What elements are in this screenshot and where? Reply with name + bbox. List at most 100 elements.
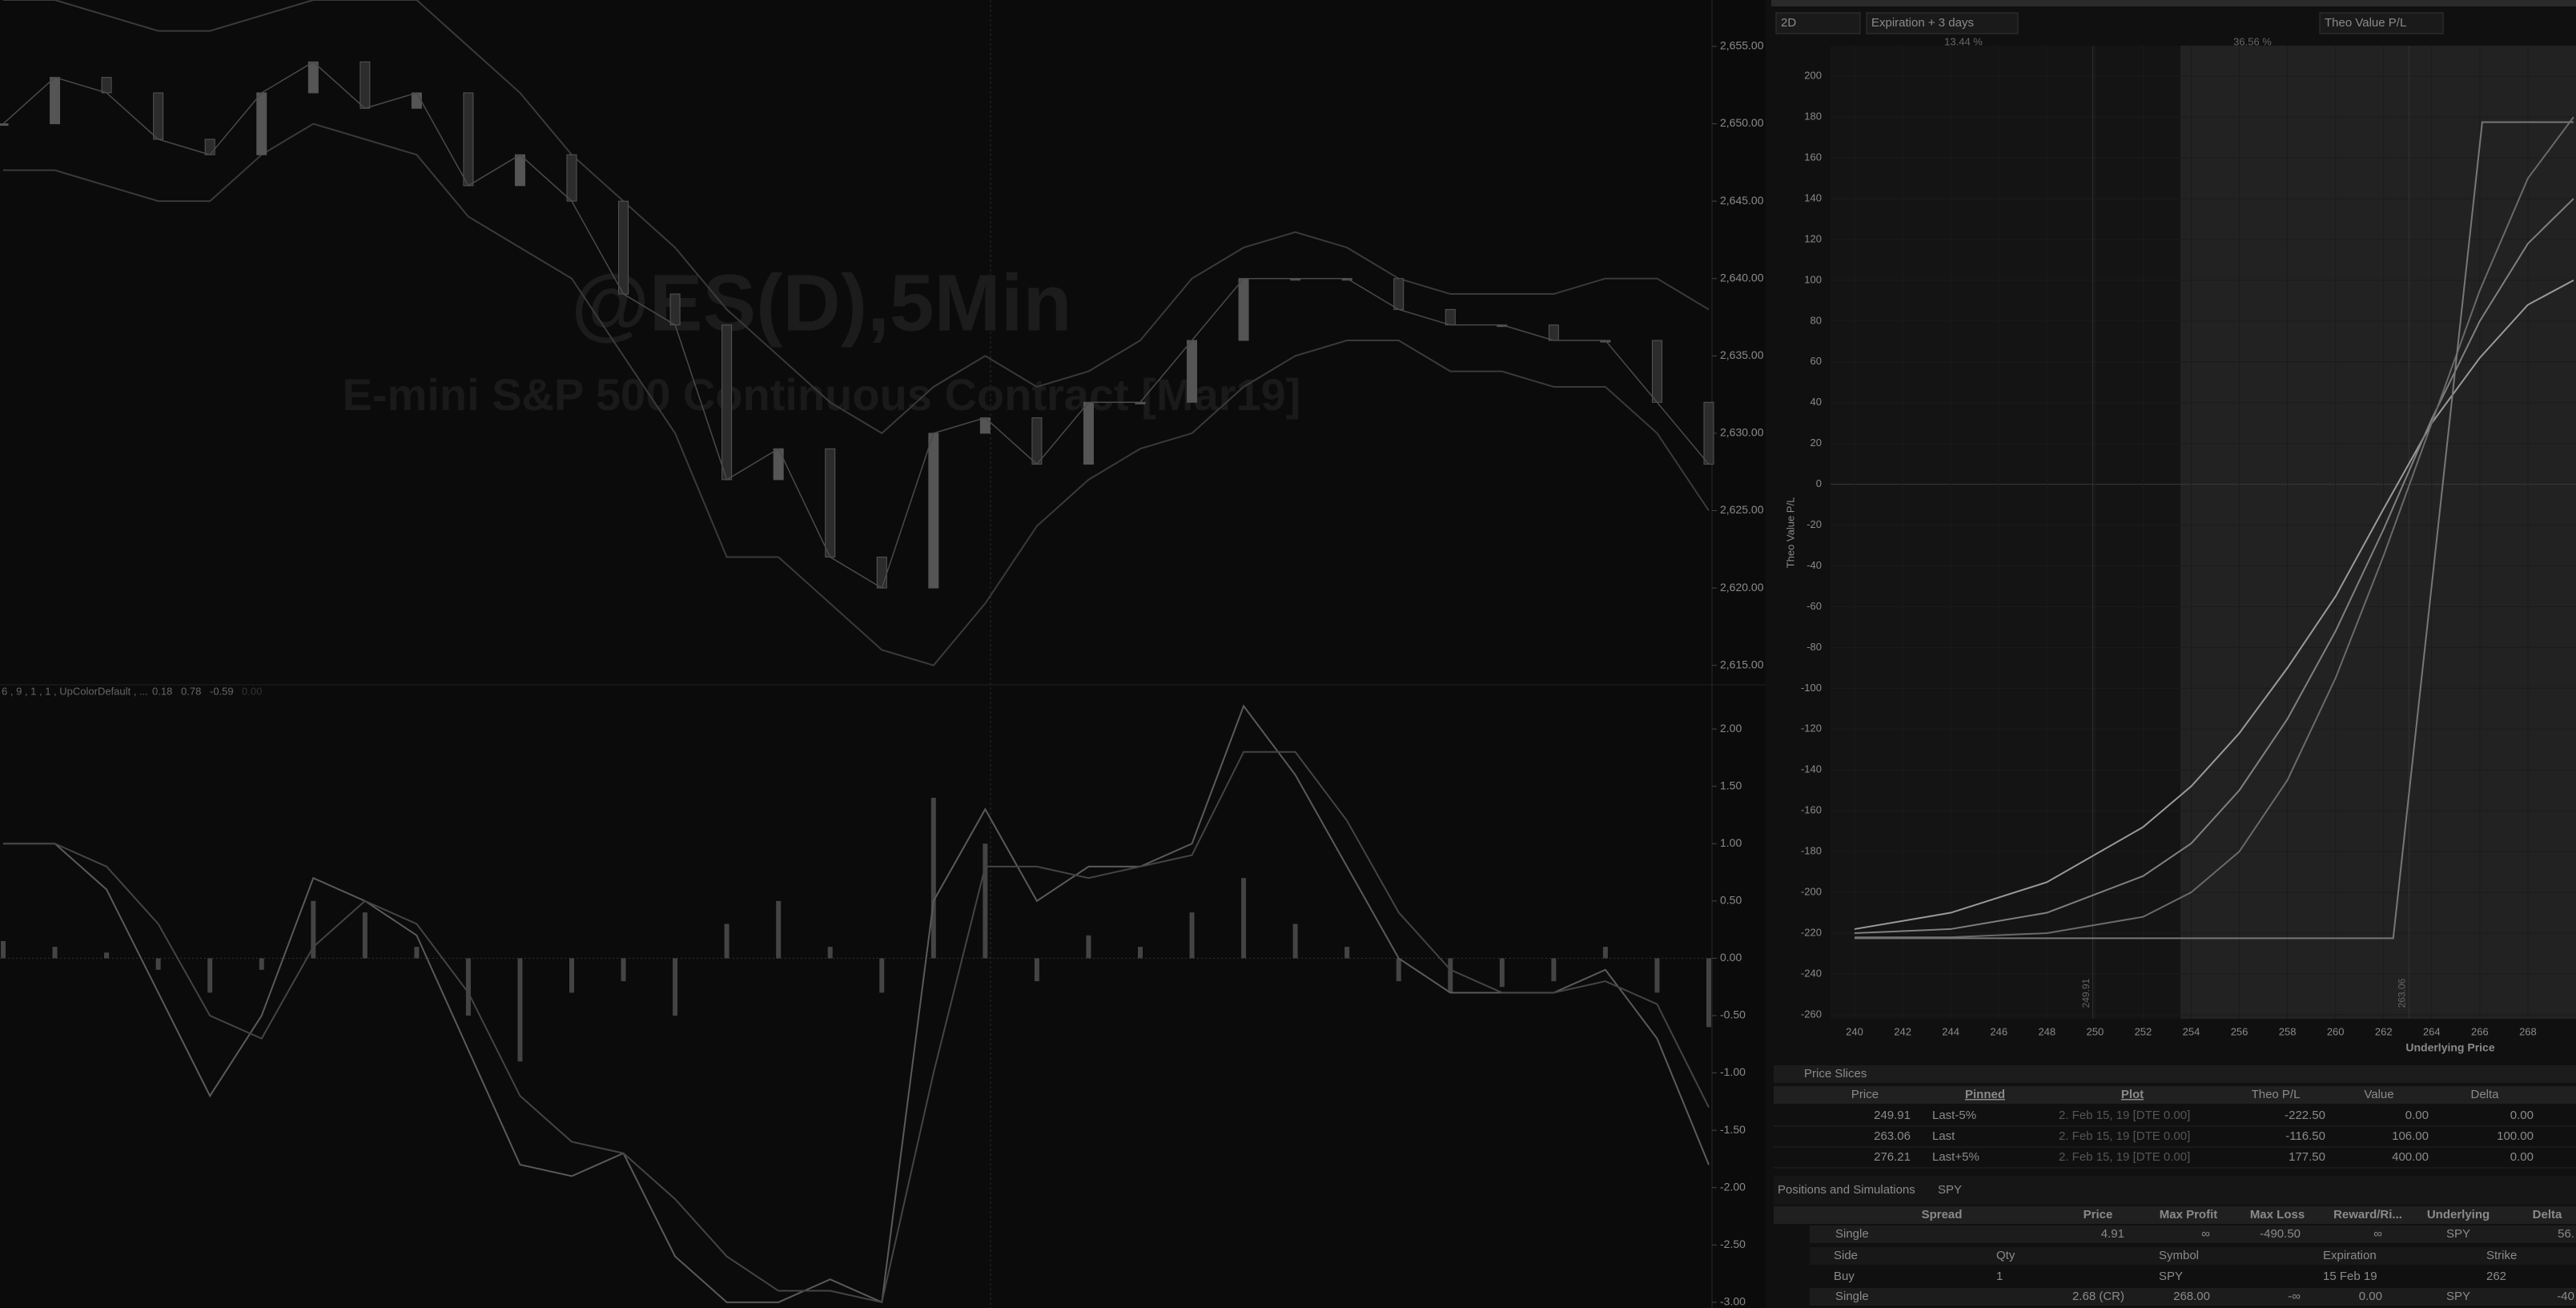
- column-header: Value: [2364, 1088, 2393, 1101]
- histogram-bar: [827, 947, 833, 959]
- x-tick-label: 260: [2327, 1025, 2345, 1037]
- dropdown[interactable]: [1866, 12, 2019, 34]
- column-header: Delta: [2470, 1088, 2499, 1101]
- section-header: [1774, 1065, 2576, 1083]
- candle: [1393, 278, 1405, 310]
- candle: [1238, 278, 1249, 341]
- histogram-bar: [724, 924, 729, 959]
- cell: 2. Feb 15, 19 [DTE 0.00]: [2059, 1109, 2190, 1122]
- leg-cell: 1: [1996, 1270, 2003, 1283]
- histogram-bar: [362, 912, 368, 959]
- y-tick-label: 200: [1804, 70, 1822, 82]
- column-header: Price: [1851, 1088, 1879, 1101]
- column-header: Max Profit: [2160, 1208, 2218, 1221]
- candle: [204, 139, 215, 155]
- leg-cell: SPY: [2159, 1270, 2183, 1283]
- cell: 400.00: [2392, 1150, 2429, 1164]
- y-tick-label: 0.00: [1720, 951, 1742, 964]
- candle: [721, 324, 733, 481]
- candle: [669, 293, 681, 326]
- table-header: [1774, 1206, 2576, 1224]
- candle: [1548, 324, 1559, 341]
- histogram-bar: [311, 900, 316, 959]
- cell: 177.50: [2289, 1150, 2325, 1164]
- y-tick-label: -160: [1801, 804, 1822, 816]
- candle: [1703, 401, 1714, 465]
- candle: [514, 154, 525, 187]
- table-row: [1810, 1225, 2576, 1243]
- y-tick-label: 2,620.00: [1720, 581, 1764, 594]
- x-tick-label: 262: [2375, 1025, 2393, 1037]
- y-tick-label: -200: [1801, 886, 1822, 898]
- histogram-bar: [52, 947, 58, 959]
- candle: [256, 92, 267, 155]
- y-tick-label: 2,655.00: [1720, 39, 1764, 52]
- y-tick-label: 1.00: [1720, 836, 1742, 849]
- readout: 0.78: [181, 685, 201, 697]
- readout: 0.18: [152, 685, 172, 697]
- y-tick-label: 140: [1804, 191, 1822, 203]
- cell: 0.00: [2359, 1290, 2382, 1303]
- histogram-bar: [465, 958, 471, 1016]
- y-tick-label: -80: [1806, 641, 1822, 653]
- cell: 100.00: [2497, 1129, 2534, 1143]
- dropdown-label[interactable]: 2D: [1781, 16, 1796, 30]
- section-header: [1774, 1176, 2576, 1205]
- cell: 0.00: [2405, 1109, 2429, 1122]
- leg-header: Strike: [2486, 1249, 2517, 1262]
- histogram-bar: [879, 958, 885, 993]
- x-tick-label: 248: [2038, 1025, 2056, 1037]
- x-tick-label: 242: [1894, 1025, 1911, 1037]
- y-tick-label: -180: [1801, 845, 1822, 857]
- y-tick-label: -120: [1801, 722, 1822, 734]
- y-tick-label: -1.50: [1720, 1123, 1746, 1136]
- y-tick-label: 160: [1804, 151, 1822, 163]
- histogram-bar: [1138, 947, 1143, 959]
- candle: [463, 92, 474, 187]
- cell: 4.91: [2101, 1227, 2124, 1241]
- histogram-bar: [1448, 958, 1453, 993]
- cell: Last+5%: [1932, 1150, 1979, 1164]
- cell: 56.: [2558, 1227, 2574, 1241]
- leg-cell: Buy: [1834, 1270, 1855, 1283]
- histogram-bar: [1034, 958, 1039, 982]
- histogram-bar: [1499, 958, 1505, 988]
- candle: [1083, 401, 1094, 465]
- dropdown[interactable]: [2319, 12, 2444, 34]
- cell: -116.50: [2285, 1129, 2325, 1143]
- y-tick-label: 120: [1804, 232, 1822, 244]
- section-title[interactable]: Price Slices: [1804, 1067, 1867, 1081]
- cell: -∞: [2288, 1290, 2301, 1303]
- lower-band: [3, 123, 1710, 666]
- candle: [307, 61, 319, 94]
- dropdown[interactable]: [1775, 12, 1861, 34]
- column-header[interactable]: Pinned: [1965, 1088, 2005, 1101]
- y-tick-label: 2,650.00: [1720, 116, 1764, 129]
- dropdown-label[interactable]: Expiration + 3 days: [1871, 16, 1974, 30]
- y-tick-label: 180: [1804, 111, 1822, 123]
- candle: [773, 448, 784, 481]
- candle: [566, 154, 577, 202]
- leg-cell: 262: [2486, 1270, 2506, 1283]
- cell: Single: [1835, 1227, 1869, 1241]
- percent-label: 13.44 %: [1944, 35, 1983, 47]
- column-header: Reward/Ri...: [2333, 1208, 2402, 1221]
- histogram-bar: [1706, 958, 1711, 1028]
- cell: ∞: [2201, 1227, 2210, 1241]
- cell: 2. Feb 15, 19 [DTE 0.00]: [2059, 1150, 2190, 1164]
- histogram-bar: [1396, 958, 1401, 982]
- y-tick-label: 2,645.00: [1720, 194, 1764, 207]
- y-tick-label: 2,630.00: [1720, 426, 1764, 439]
- price-marker-label: 263.06: [2397, 978, 2408, 1008]
- histogram-bar: [621, 958, 626, 982]
- pl-curve: [1854, 280, 2574, 930]
- dropdown-label[interactable]: Theo Value P/L: [2325, 16, 2406, 30]
- cell: 276.21: [1874, 1150, 1911, 1164]
- readout: 0.00: [242, 685, 262, 697]
- y-tick-label: 0: [1816, 477, 1822, 489]
- column-header[interactable]: Plot: [2121, 1088, 2144, 1101]
- histogram-bar: [983, 843, 988, 959]
- candle: [50, 77, 61, 125]
- y-tick-label: 2,625.00: [1720, 503, 1764, 516]
